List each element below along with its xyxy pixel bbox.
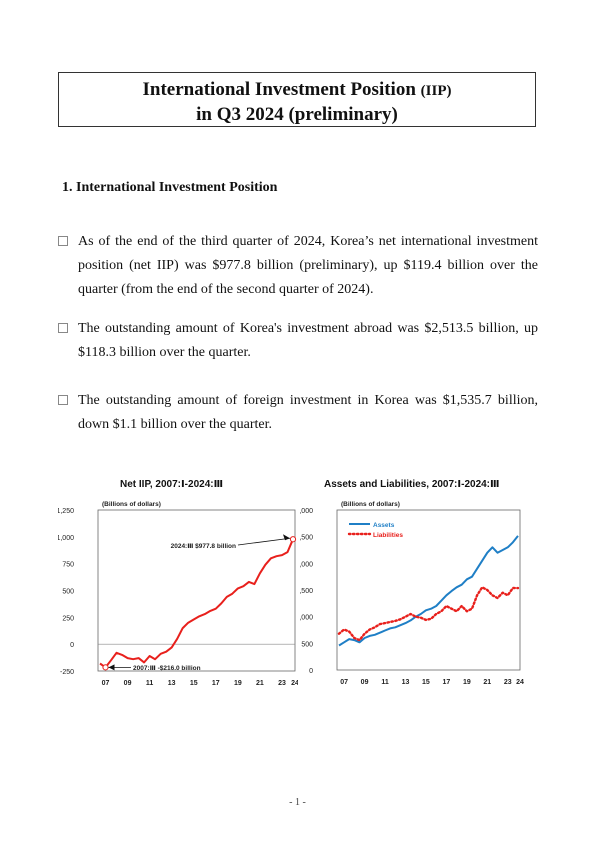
x-tick-label: 17 xyxy=(443,679,451,686)
bullet-text: As of the end of the third quarter of 20… xyxy=(78,234,538,297)
chart-title-net-iip: Net IIP, 2007:Ⅰ-2024:Ⅲ xyxy=(120,479,224,490)
legend-label-liabilities: Liabilities xyxy=(373,532,403,539)
series-line-net-iip xyxy=(99,538,294,669)
legend-label-assets: Assets xyxy=(373,522,395,529)
y-tick-label: 2,500 xyxy=(300,535,313,542)
y-tick-label: 1,000 xyxy=(58,535,74,542)
y-tick-label: 2,000 xyxy=(300,561,313,568)
bullet-text: The outstanding amount of foreign invest… xyxy=(78,393,538,432)
plot-frame xyxy=(336,509,521,671)
annotation-arrow-latest xyxy=(237,537,291,546)
y-tick-label: 750 xyxy=(62,562,74,569)
minimum-point-marker xyxy=(102,664,109,671)
x-tick-label: 13 xyxy=(402,679,410,686)
y-axis-unit-label: (Billions of dollars) xyxy=(341,501,400,508)
chart-title-assets-liabilities: Assets and Liabilities, 2007:Ⅰ-2024:Ⅲ xyxy=(324,479,500,490)
bullet-box-icon xyxy=(58,395,68,405)
y-axis-unit-label: (Billions of dollars) xyxy=(102,501,161,508)
annotation-minimum: 2007:Ⅲ -$216.0 billion xyxy=(133,665,201,672)
y-tick-label: 3,000 xyxy=(300,508,313,515)
bullet-box-icon xyxy=(58,236,68,246)
title-line-1: International Investment Position (IIP) xyxy=(59,78,535,103)
bullet-net-iip: As of the end of the third quarter of 20… xyxy=(58,230,538,302)
y-tick-label: 0 xyxy=(309,668,313,675)
x-tick-label: 07 xyxy=(102,680,110,687)
arrowhead-icon xyxy=(108,664,115,671)
annotation-latest: 2024:Ⅲ $977.8 billion xyxy=(171,543,236,550)
x-tick-label: 11 xyxy=(381,679,389,686)
bullet-foreign-investment: The outstanding amount of foreign invest… xyxy=(58,389,538,437)
x-tick-label: 23 xyxy=(504,679,512,686)
title-box: International Investment Position (IIP) … xyxy=(58,72,536,127)
y-tick-label: 500 xyxy=(301,641,313,648)
plot-frame xyxy=(97,509,296,672)
title-main: International Investment Position xyxy=(142,79,416,100)
series-line-assets xyxy=(338,535,519,647)
y-tick-label: 0 xyxy=(70,642,74,649)
x-tick-label: 15 xyxy=(422,679,430,686)
title-abbr: (IIP) xyxy=(420,83,452,99)
latest-point-marker xyxy=(289,536,297,543)
x-tick-label: 21 xyxy=(483,679,491,686)
x-tick-label: 24 xyxy=(291,680,298,687)
x-tick-label: 21 xyxy=(256,680,264,687)
arrowhead-icon xyxy=(283,534,290,541)
bullet-box-icon xyxy=(58,323,68,333)
y-tick-label: 1,000 xyxy=(300,615,313,622)
x-tick-label: 09 xyxy=(361,679,369,686)
bullet-investment-abroad: The outstanding amount of Korea's invest… xyxy=(58,317,538,365)
y-tick-label: 250 xyxy=(62,615,74,622)
x-tick-label: 17 xyxy=(212,680,220,687)
x-tick-label: 11 xyxy=(146,680,154,687)
title-line-2: in Q3 2024 (preliminary) xyxy=(196,104,398,125)
bullet-text: The outstanding amount of Korea's invest… xyxy=(78,321,538,360)
y-tick-label: -250 xyxy=(60,669,74,676)
x-tick-label: 23 xyxy=(278,680,286,687)
series-line-liabilities xyxy=(337,586,520,642)
x-tick-label: 19 xyxy=(463,679,471,686)
x-tick-label: 19 xyxy=(234,680,242,687)
assets-liabilities-chart: 3,000 2,500 2,000 1,500 1,000 500 0 07 09 11 13 15 1… xyxy=(300,501,524,686)
x-tick-label: 07 xyxy=(340,679,348,686)
y-tick-label: 500 xyxy=(62,589,74,596)
x-tick-label: 13 xyxy=(168,680,176,687)
section-heading: 1. International Investment Position xyxy=(62,180,278,195)
x-tick-label: 24 xyxy=(516,679,524,686)
net-iip-chart: 1,250 1,000 750 500 250 0 -250 07 09 11 13 15 17 19 21… xyxy=(58,501,298,687)
x-tick-label: 09 xyxy=(124,680,132,687)
y-tick-label: 1,250 xyxy=(58,508,74,515)
page-number: - 1 - xyxy=(289,797,306,808)
x-tick-label: 15 xyxy=(190,680,198,687)
y-tick-label: 1,500 xyxy=(300,588,313,595)
